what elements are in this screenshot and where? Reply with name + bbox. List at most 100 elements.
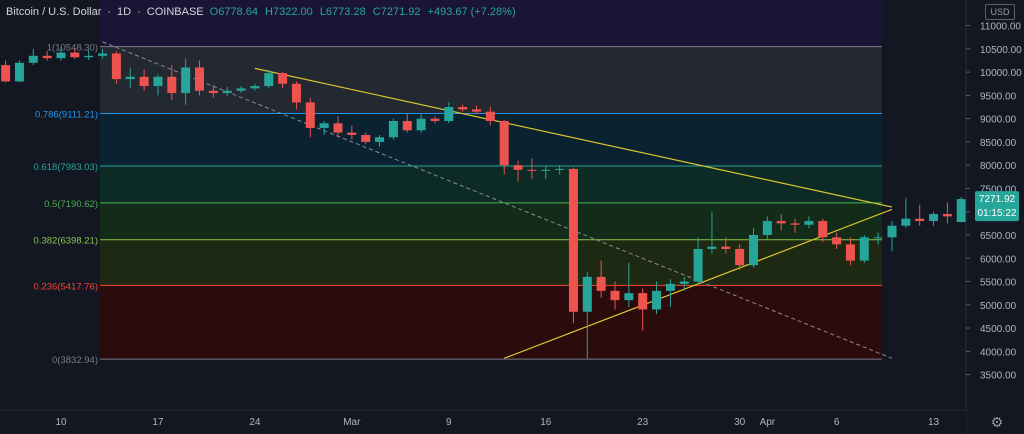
price-tick-label: 11000.00 — [980, 22, 1021, 33]
candle-body — [859, 237, 869, 261]
candle-body — [845, 244, 855, 261]
candle-body — [499, 120, 509, 166]
candle-body — [42, 55, 52, 59]
interval-label[interactable]: 1D — [117, 6, 132, 18]
candle-body — [721, 246, 731, 249]
fib-label: 0.382(6398.21) — [34, 236, 98, 247]
candle-body — [555, 168, 565, 170]
candle-body — [181, 67, 191, 94]
close-value: C7271.92 — [372, 6, 421, 18]
candle-body — [347, 132, 357, 135]
symbol-name[interactable]: Bitcoin / U.S. Dollar — [6, 6, 102, 18]
candle-body — [208, 90, 218, 94]
candle-body — [901, 218, 911, 226]
change-value: +493.67 (+7.28%) — [427, 6, 516, 18]
candle-body — [236, 88, 246, 91]
fib-zone-3 — [100, 202, 882, 240]
fib-label: 0.236(5417.76) — [34, 281, 98, 292]
current-price-tag — [975, 191, 1019, 222]
candle-body — [361, 134, 371, 142]
price-tick-label: 9500.00 — [980, 91, 1017, 102]
candle-countdown: 01:15:22 — [978, 208, 1017, 219]
candle-body — [596, 276, 606, 291]
price-tick-label: 7500.00 — [980, 184, 1017, 195]
dashed-trendline — [102, 41, 893, 359]
candle-body — [98, 53, 108, 56]
price-tick-label: 9000.00 — [980, 115, 1017, 126]
fib-label: 0.786(9111.21) — [35, 109, 98, 120]
low-value: L6773.28 — [319, 6, 366, 18]
candle-body — [222, 90, 232, 94]
price-tick-label: 6500.00 — [980, 231, 1017, 242]
price-tick-label: 5000.00 — [980, 301, 1017, 312]
time-tick-label: Mar — [343, 417, 361, 428]
fib-label: 0(3832.94) — [52, 355, 98, 366]
candle-body — [195, 67, 204, 91]
candle-body — [153, 76, 163, 87]
price-tick-label: 8000.00 — [980, 161, 1017, 172]
candle-body — [832, 237, 842, 245]
price-tick-label: 4500.00 — [980, 324, 1017, 335]
candle-body — [665, 283, 675, 291]
candle-body — [762, 221, 772, 235]
candle-body — [319, 123, 329, 128]
candle-body — [582, 276, 592, 312]
price-tick-label: 6000.00 — [980, 254, 1017, 265]
candle-body — [125, 76, 135, 80]
candle-body — [887, 225, 897, 238]
high-value: H7322.00 — [265, 6, 313, 18]
time-tick-label: Apr — [760, 417, 776, 428]
time-tick-label: 23 — [637, 417, 649, 428]
fib-label: 1(10548.30) — [47, 43, 98, 54]
candle-body — [84, 55, 94, 58]
time-tick-label: 17 — [152, 417, 164, 428]
candle-body — [430, 118, 440, 121]
candle-body — [873, 237, 883, 239]
candle-body — [333, 123, 343, 133]
candle-body — [790, 223, 800, 225]
candle-body — [693, 248, 703, 282]
candle-body — [291, 83, 301, 103]
time-tick-label: 6 — [834, 417, 840, 428]
candle-body — [638, 293, 648, 310]
gear-icon[interactable]: ⚙ — [990, 414, 1004, 430]
candle-body — [458, 107, 468, 110]
fib-zone-4 — [100, 239, 882, 286]
symbol-header: Bitcoin / U.S. Dollar · 1D · COINBASE O6… — [6, 4, 520, 20]
candle-body — [624, 293, 634, 301]
current-price-value: 7271.92 — [979, 194, 1016, 205]
candle-body — [818, 221, 828, 238]
fib-zone-0 — [100, 46, 882, 114]
price-tick-label: 10500.00 — [980, 45, 1022, 56]
fib-label: 0.618(7983.03) — [34, 162, 98, 173]
candle-body — [915, 218, 925, 222]
candle-body — [652, 290, 662, 310]
price-tick-label: 3500.00 — [980, 371, 1017, 382]
candle-body — [416, 118, 426, 131]
time-axis-bg — [0, 410, 966, 434]
time-tick-label: 30 — [734, 417, 746, 428]
fib-zone-5 — [100, 285, 882, 360]
candle-body — [250, 86, 260, 89]
candle-body — [610, 290, 620, 301]
candle-body — [527, 169, 537, 171]
candle-body — [111, 53, 121, 80]
candle-body — [375, 137, 385, 142]
price-tick-label: 4000.00 — [980, 347, 1017, 358]
exchange-label: COINBASE — [146, 6, 204, 18]
candle-body — [485, 111, 495, 121]
candle-body — [14, 62, 24, 82]
triangle-trendline-0 — [254, 67, 893, 208]
open-value: O6778.64 — [209, 6, 258, 18]
candle-body — [804, 221, 814, 225]
candle-body — [1, 65, 11, 82]
currency-badge[interactable]: USD — [985, 4, 1015, 20]
candle-body — [139, 76, 149, 87]
candle-body — [541, 169, 551, 171]
time-tick-label: 13 — [928, 417, 940, 428]
candle-body — [167, 76, 177, 94]
candle-body — [278, 73, 288, 84]
ohlc-values: O6778.64 H7322.00 L6773.28 C7271.92 +493… — [210, 6, 520, 18]
price-tick-label: 10000.00 — [980, 68, 1022, 79]
